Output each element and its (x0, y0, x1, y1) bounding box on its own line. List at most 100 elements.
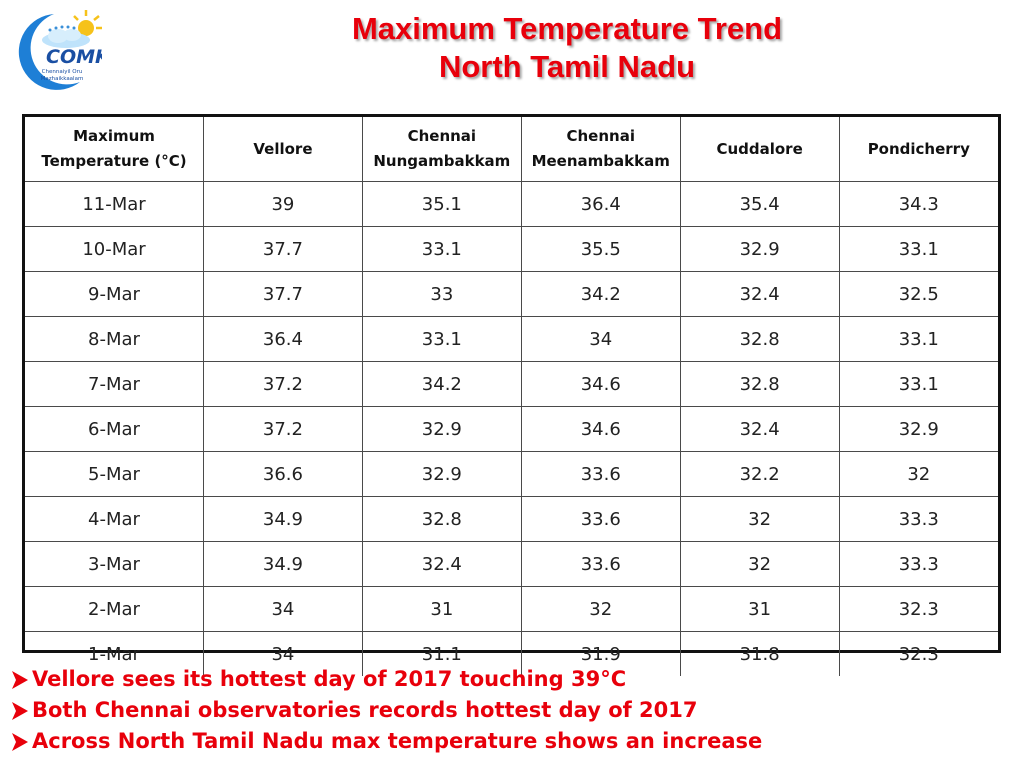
temperature-cell: 32.8 (679, 361, 840, 407)
note-item: Both Chennai observatories records hotte… (10, 695, 1010, 726)
temperature-cell: 34.6 (520, 406, 681, 452)
note-item: Across North Tamil Nadu max temperature … (10, 726, 1010, 757)
table-row: 5-Mar 36.6 32.9 33.6 32.2 32 (25, 451, 998, 497)
temperature-cell: 31.1 (361, 631, 522, 676)
column-header: Maximum Temperature (°C) (25, 117, 204, 182)
temperature-cell: 35.4 (679, 181, 840, 227)
temperature-cell: 34.9 (203, 541, 363, 587)
table-row: 7-Mar 37.2 34.2 34.6 32.8 33.1 (25, 361, 998, 407)
temperature-cell: 32.5 (838, 271, 998, 317)
temperature-cell: 33.1 (838, 361, 998, 407)
date-cell: 6-Mar (25, 406, 204, 452)
temperature-cell: 37.2 (203, 361, 363, 407)
page-title: Maximum Temperature Trend North Tamil Na… (160, 10, 974, 86)
temperature-cell: 32.9 (361, 406, 522, 452)
table-row: 8-Mar 36.4 33.1 34 32.8 33.1 (25, 316, 998, 362)
temperature-cell: 34.9 (203, 496, 363, 542)
temperature-cell: 32.3 (838, 631, 998, 676)
temperature-cell: 35.1 (361, 181, 522, 227)
table-header-row: Maximum Temperature (°C) Vellore Chennai N… (25, 117, 998, 182)
date-cell: 4-Mar (25, 496, 204, 542)
brand-logo: COMK Chennaiyil Oru Mazhaikkaalam (10, 8, 111, 92)
temperature-cell: 37.2 (203, 406, 363, 452)
temperature-cell: 39 (203, 181, 363, 227)
temperature-cell: 31.8 (679, 631, 840, 676)
arrow-bullet-icon (12, 732, 28, 751)
table-row: 6-Mar 37.2 32.9 34.6 32.4 32.9 (25, 406, 998, 452)
date-cell: 1-Mar (25, 631, 204, 676)
temperature-cell: 33 (361, 271, 522, 317)
temperature-table-container: Maximum Temperature (°C) Vellore Chennai N… (22, 114, 1001, 676)
table-row: 1-Mar 34 31.1 31.9 31.8 32.3 (25, 631, 998, 676)
table-row: 4-Mar 34.9 32.8 33.6 32 33.3 (25, 496, 998, 542)
arrow-bullet-icon (12, 701, 28, 720)
table-row: 9-Mar 37.7 33 34.2 32.4 32.5 (25, 271, 998, 317)
table-body: 11-Mar 39 35.1 36.4 35.4 34.3 10-Mar 37.7 33.1 35… (25, 181, 998, 676)
temperature-cell: 32.3 (838, 586, 998, 632)
temperature-cell: 36.6 (203, 451, 363, 497)
column-header: Cuddalore (679, 117, 840, 182)
temperature-cell: 32.4 (679, 271, 840, 317)
logo-tagline-2: Mazhaikkaalam (41, 76, 84, 82)
temperature-cell: 33.6 (520, 541, 681, 587)
date-cell: 8-Mar (25, 316, 204, 362)
temperature-cell: 32.8 (361, 496, 522, 542)
arrow-bullet-icon (12, 670, 28, 689)
date-cell: 10-Mar (25, 226, 204, 272)
temperature-cell: 37.7 (203, 271, 363, 317)
temperature-cell: 37.7 (203, 226, 363, 272)
temperature-cell: 32.9 (679, 226, 840, 272)
date-cell: 3-Mar (25, 541, 204, 587)
column-header: Chennai Nungambakkam (361, 117, 522, 182)
table-row: 10-Mar 37.7 33.1 35.5 32.9 33.1 (25, 226, 998, 272)
column-header: Chennai Meenambakkam (520, 117, 681, 182)
temperature-cell: 32.8 (679, 316, 840, 362)
temperature-cell: 32.9 (361, 451, 522, 497)
temperature-cell: 33.6 (520, 496, 681, 542)
temperature-cell: 33.6 (520, 451, 681, 497)
temperature-cell: 34.3 (838, 181, 998, 227)
note-text: Vellore sees its hottest day of 2017 tou… (32, 667, 627, 691)
note-item: Vellore sees its hottest day of 2017 tou… (10, 664, 1010, 695)
temperature-table: Maximum Temperature (°C) Vellore Chennai N… (25, 117, 998, 676)
cloud-sun-moon-logo-icon: COMK Chennaiyil Oru Mazhaikkaalam (18, 10, 111, 90)
temperature-cell: 35.5 (520, 226, 681, 272)
temperature-cell: 32.2 (679, 451, 840, 497)
temperature-cell: 31 (361, 586, 522, 632)
temperature-cell: 36.4 (520, 181, 681, 227)
temperature-cell: 34 (203, 586, 363, 632)
date-cell: 5-Mar (25, 451, 204, 497)
temperature-cell: 32 (520, 586, 681, 632)
logo-brand-text: COMK (46, 46, 102, 68)
temperature-cell: 34.2 (361, 361, 522, 407)
notes-list: Vellore sees its hottest day of 2017 tou… (10, 664, 1010, 757)
temperature-cell: 32.4 (361, 541, 522, 587)
temperature-cell: 34.2 (520, 271, 681, 317)
date-cell: 7-Mar (25, 361, 204, 407)
table-row: 2-Mar 34 31 32 31 32.3 (25, 586, 998, 632)
logo-tagline-1: Chennaiyil Oru (42, 69, 83, 75)
temperature-cell: 32 (838, 451, 998, 497)
date-cell: 2-Mar (25, 586, 204, 632)
temperature-cell: 33.3 (838, 541, 998, 587)
temperature-cell: 33.1 (361, 226, 522, 272)
note-text: Both Chennai observatories records hotte… (32, 698, 698, 722)
page-title-line-2: North Tamil Nadu (438, 49, 696, 84)
temperature-cell: 32.4 (679, 406, 840, 452)
temperature-cell: 33.1 (838, 316, 998, 362)
table-row: 11-Mar 39 35.1 36.4 35.4 34.3 (25, 181, 998, 227)
temperature-cell: 33.1 (838, 226, 998, 272)
temperature-cell: 33.1 (361, 316, 522, 362)
temperature-cell: 32 (679, 541, 840, 587)
date-cell: 11-Mar (25, 181, 204, 227)
temperature-cell: 34 (203, 631, 363, 676)
temperature-cell: 32 (679, 496, 840, 542)
temperature-cell: 34 (520, 316, 681, 362)
table-row: 3-Mar 34.9 32.4 33.6 32 33.3 (25, 541, 998, 587)
temperature-cell: 31.9 (520, 631, 681, 676)
temperature-cell: 31 (679, 586, 840, 632)
note-text: Across North Tamil Nadu max temperature … (32, 729, 763, 753)
temperature-cell: 32.9 (838, 406, 998, 452)
column-header: Pondicherry (838, 117, 998, 182)
temperature-cell: 36.4 (203, 316, 363, 362)
